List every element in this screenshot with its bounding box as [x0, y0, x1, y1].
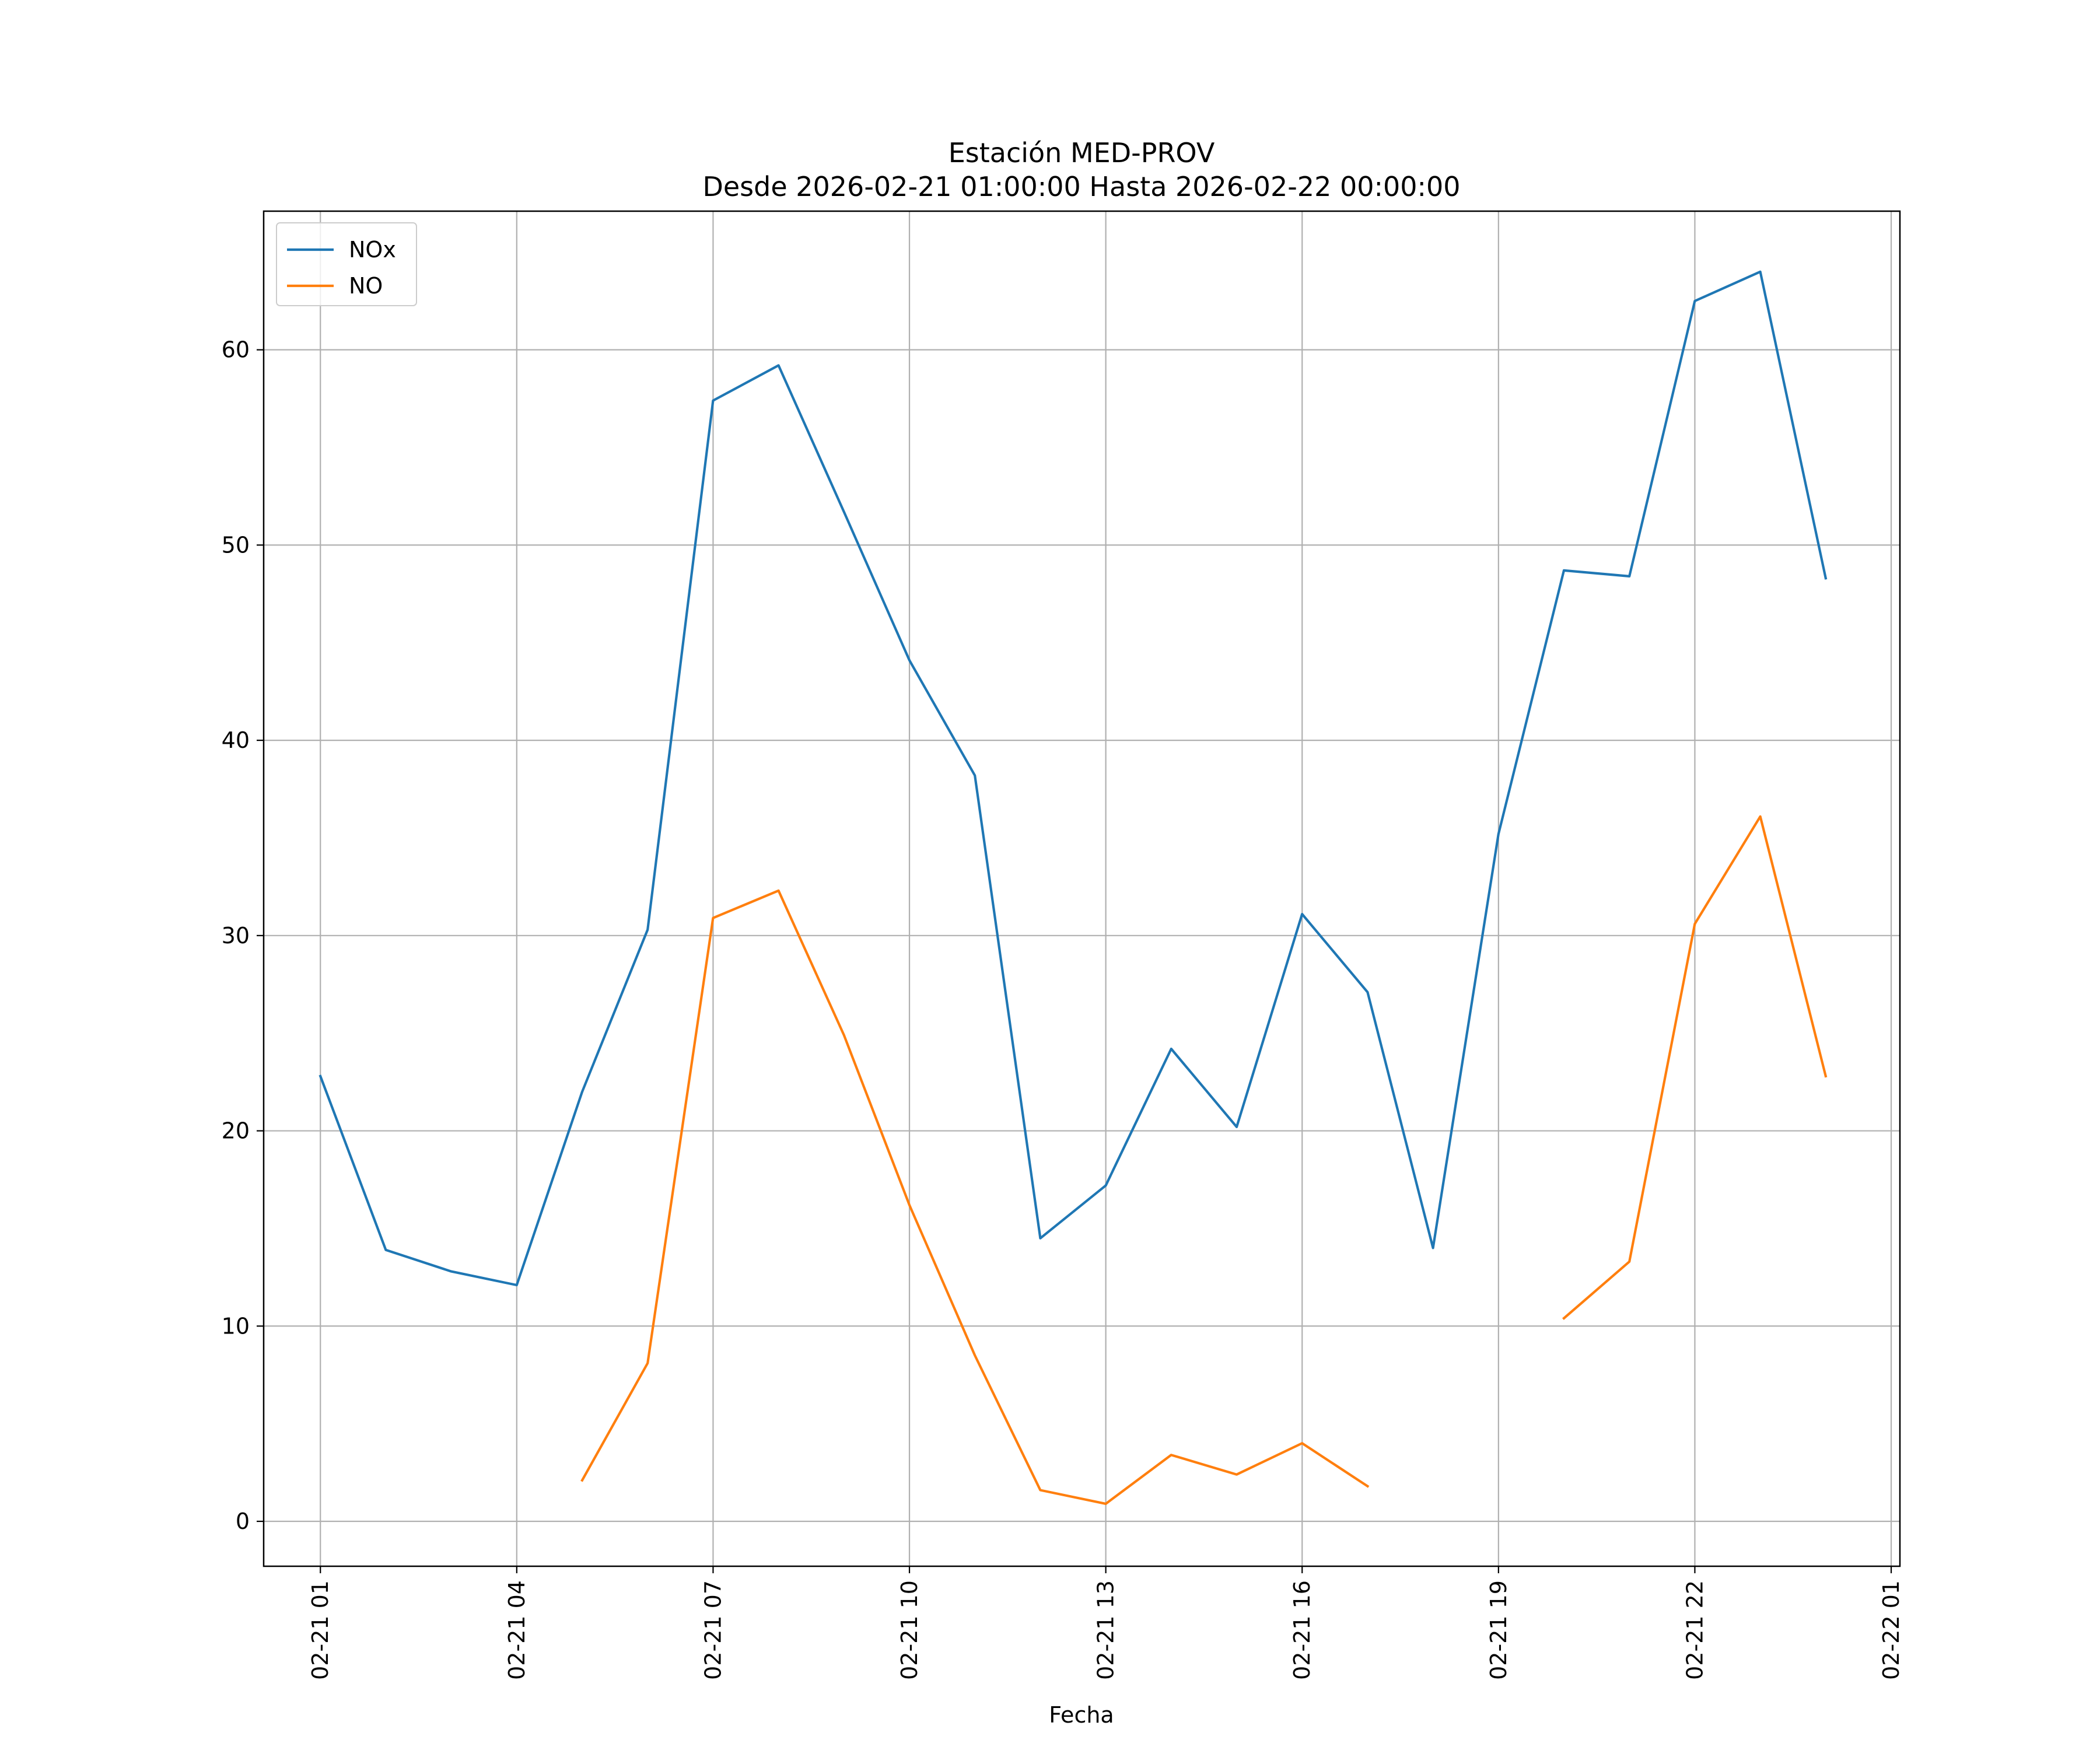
series-line-no [580, 815, 1828, 1505]
y-axis: 0 10 20 30 40 50 60 [222, 337, 264, 1534]
x-tick-label: 02-21 04 [504, 1580, 530, 1680]
x-tick-label: 02-21 10 [897, 1580, 922, 1680]
x-tick-label: 02-21 07 [700, 1580, 726, 1680]
x-axis: 02-21 01 02-21 04 02-21 07 02-21 10 02-21 13… [307, 1566, 1904, 1680]
x-tick-label: 02-21 22 [1682, 1580, 1707, 1680]
y-tick-label: 10 [222, 1313, 250, 1339]
y-tick-label: 40 [222, 727, 250, 753]
legend: NOx NO [276, 222, 417, 306]
legend-label-no: NO [349, 273, 383, 299]
y-tick-label: 20 [222, 1118, 250, 1144]
x-tick-label: 02-22 01 [1878, 1580, 1904, 1680]
y-tick-label: 60 [222, 337, 250, 363]
plot-frame [262, 210, 1901, 1567]
legend-label-nox: NOx [349, 237, 396, 262]
chart-title: Estación MED-PROV [949, 137, 1215, 169]
x-axis-label: Fecha [1049, 1702, 1114, 1728]
y-tick-label: 30 [222, 923, 250, 949]
y-tick-label: 50 [222, 532, 250, 558]
legend-box [276, 222, 417, 306]
x-tick-label: 02-21 01 [307, 1580, 333, 1680]
x-tick-label: 02-21 19 [1486, 1580, 1511, 1680]
y-tick-label: 0 [236, 1508, 250, 1534]
x-tick-label: 02-21 13 [1093, 1580, 1119, 1680]
chart-subtitle: Desde 2026-02-21 01:00:00 Hasta 2026-02-… [702, 171, 1460, 202]
plot-area [318, 270, 1828, 1505]
grid [264, 211, 1900, 1566]
x-tick-label: 02-21 16 [1289, 1580, 1315, 1680]
series-line-nox [318, 270, 1828, 1287]
